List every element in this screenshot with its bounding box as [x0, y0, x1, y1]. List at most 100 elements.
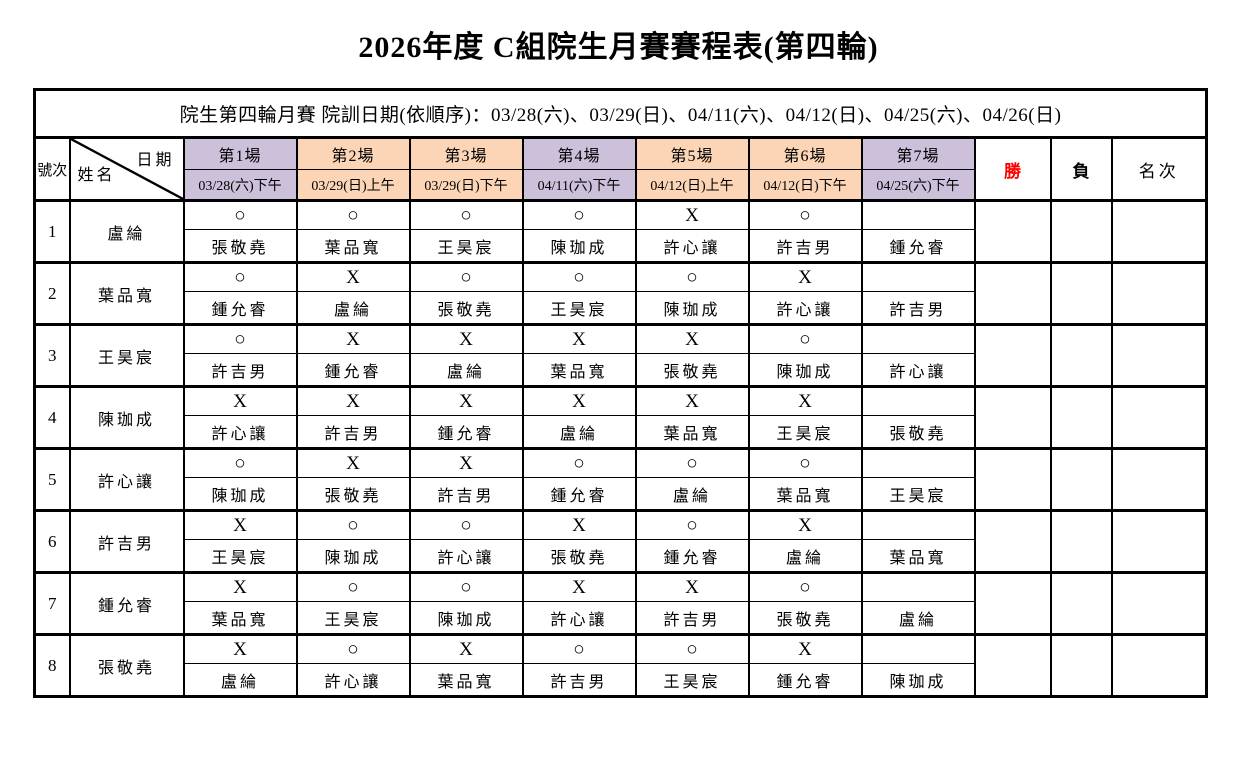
game-result: ○ [521, 199, 637, 230]
player-name: 葉品寬 [68, 261, 185, 326]
column-header-date-6: 04/12(日)下午 [747, 169, 863, 202]
game-result: ○ [408, 571, 524, 602]
player-name: 張敬堯 [68, 633, 185, 698]
game-opponent: 王昊宸 [182, 539, 298, 574]
game-result: X [634, 571, 750, 602]
player-opponents-row: 盧綸 許心讓 葉品寬 許吉男 王昊宸 鍾允睿 陳珈成 [35, 663, 1207, 698]
game-opponent: 王昊宸 [747, 415, 863, 450]
player-opponents-row: 張敬堯 葉品寬 王昊宸 陳珈成 許心讓 許吉男 鍾允睿 [35, 229, 1207, 264]
player-opponents-row: 許吉男 鍾允睿 盧綸 葉品寬 張敬堯 陳珈成 許心讓 [35, 353, 1207, 388]
game-opponent: 王昊宸 [295, 601, 411, 636]
game-opponent: 許心讓 [747, 291, 863, 326]
game-opponent: 許心讓 [295, 663, 411, 698]
game-opponent: 張敬堯 [182, 229, 298, 264]
players-body: 1 盧綸 ○ ○ ○ ○ X ○ 張敬堯 葉品寬 王昊宸 陳珈成 許心讓 許吉男… [33, 199, 1208, 698]
game-result [860, 261, 976, 292]
game-opponent: 許心讓 [182, 415, 298, 450]
wins-cell [973, 571, 1052, 636]
game-opponent: 鍾允睿 [521, 477, 637, 512]
wins-cell [973, 447, 1052, 512]
game-opponent: 許吉男 [634, 601, 750, 636]
game-opponent: 陳珈成 [747, 353, 863, 388]
game-opponent: 陳珈成 [521, 229, 637, 264]
game-opponent: 許心讓 [408, 539, 524, 574]
game-opponent: 陳珈成 [295, 539, 411, 574]
game-result: X [408, 323, 524, 354]
game-opponent: 鍾允睿 [182, 291, 298, 326]
game-result: ○ [747, 199, 863, 230]
game-result: X [747, 509, 863, 540]
losses-cell [1049, 633, 1113, 698]
game-opponent: 陳珈成 [408, 601, 524, 636]
game-result: ○ [521, 633, 637, 664]
game-opponent: 許吉男 [295, 415, 411, 450]
schedule-subtitle: 院生第四輪月賽 院訓日期(依順序)：03/28(六)、03/29(日)、04/1… [33, 88, 1208, 139]
player-results-row: 6 許吉男 X ○ ○ X ○ X [33, 509, 1208, 574]
game-opponent: 許心讓 [634, 229, 750, 264]
column-header-date-3: 03/29(日)下午 [408, 169, 524, 202]
game-opponent: 鍾允睿 [295, 353, 411, 388]
game-opponent: 許吉男 [747, 229, 863, 264]
player-number: 2 [33, 261, 71, 326]
game-result: ○ [295, 633, 411, 664]
player-results-row: 4 陳珈成 X X X X X X [33, 385, 1208, 450]
losses-cell [1049, 261, 1113, 326]
player-opponents-row: 鍾允睿 盧綸 張敬堯 王昊宸 陳珈成 許心讓 許吉男 [35, 291, 1207, 326]
player-number: 3 [33, 323, 71, 388]
losses-cell [1049, 323, 1113, 388]
losses-cell [1049, 199, 1113, 264]
player-opponents-row: 王昊宸 陳珈成 許心讓 張敬堯 鍾允睿 盧綸 葉品寬 [35, 539, 1207, 574]
player-name: 盧綸 [68, 199, 185, 264]
losses-cell [1049, 447, 1113, 512]
header-row-rounds: 號次 日期 姓名 第1場 第2場 第3場 第4場 第5場 第6場 第7場 勝 負… [33, 136, 1208, 202]
wins-cell [973, 509, 1052, 574]
game-opponent: 葉品寬 [182, 601, 298, 636]
game-result: ○ [182, 323, 298, 354]
game-result: ○ [295, 199, 411, 230]
column-header-rank: 名次 [1110, 136, 1208, 202]
game-opponent: 盧綸 [182, 663, 298, 698]
rank-cell [1110, 571, 1208, 636]
game-result: X [521, 509, 637, 540]
player-number: 8 [33, 633, 71, 698]
losses-cell [1049, 509, 1113, 574]
game-opponent: 葉品寬 [747, 477, 863, 512]
game-opponent: 鍾允睿 [634, 539, 750, 574]
player-results-row: 2 葉品寬 ○ X ○ ○ ○ X [33, 261, 1208, 326]
player-name: 陳珈成 [68, 385, 185, 450]
game-result [860, 571, 976, 602]
game-result: X [521, 385, 637, 416]
column-header-date-4: 04/11(六)下午 [521, 169, 637, 202]
diagonal-line [71, 139, 182, 198]
column-header-round-7: 第7場 [860, 136, 976, 170]
game-result: ○ [182, 447, 298, 478]
player-opponents-row: 許心讓 許吉男 鍾允睿 盧綸 葉品寬 王昊宸 張敬堯 [35, 415, 1207, 450]
losses-cell [1049, 385, 1113, 450]
player-name: 鍾允睿 [68, 571, 185, 636]
player-name: 王昊宸 [68, 323, 185, 388]
wins-cell [973, 199, 1052, 264]
game-result: X [408, 633, 524, 664]
game-result: ○ [408, 199, 524, 230]
game-result: ○ [408, 509, 524, 540]
column-header-date-2: 03/29(日)上午 [295, 169, 411, 202]
column-header-round-4: 第4場 [521, 136, 637, 170]
game-opponent: 張敬堯 [634, 353, 750, 388]
game-opponent: 張敬堯 [408, 291, 524, 326]
game-opponent: 葉品寬 [521, 353, 637, 388]
game-opponent: 許心讓 [860, 353, 976, 388]
column-header-date-7: 04/25(六)下午 [860, 169, 976, 202]
game-opponent: 鍾允睿 [747, 663, 863, 698]
game-result: X [182, 385, 298, 416]
game-result: ○ [182, 199, 298, 230]
game-opponent: 許心讓 [521, 601, 637, 636]
player-name: 許心讓 [68, 447, 185, 512]
diagonal-date-label: 日期 [136, 152, 175, 169]
game-opponent: 鍾允睿 [408, 415, 524, 450]
game-opponent: 許吉男 [182, 353, 298, 388]
wins-cell [973, 323, 1052, 388]
game-opponent: 陳珈成 [182, 477, 298, 512]
game-opponent: 許吉男 [860, 291, 976, 326]
rank-cell [1110, 385, 1208, 450]
game-result: X [182, 509, 298, 540]
